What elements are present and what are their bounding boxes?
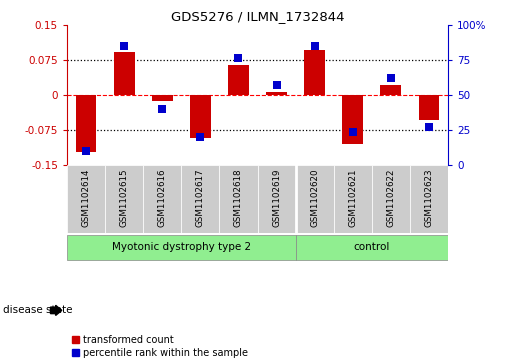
Bar xyxy=(143,165,181,233)
Bar xyxy=(152,95,173,101)
Text: control: control xyxy=(354,242,390,252)
Bar xyxy=(410,165,448,233)
Text: GSM1102621: GSM1102621 xyxy=(348,168,357,227)
Bar xyxy=(372,165,410,233)
Bar xyxy=(181,165,219,233)
Text: Myotonic dystrophy type 2: Myotonic dystrophy type 2 xyxy=(112,242,251,252)
Point xyxy=(311,44,319,49)
Point xyxy=(272,82,281,88)
Bar xyxy=(304,50,325,95)
Bar xyxy=(114,52,134,95)
Point xyxy=(120,44,128,49)
Point xyxy=(82,148,90,154)
Bar xyxy=(334,165,372,233)
Point xyxy=(387,76,395,81)
Bar xyxy=(296,165,334,233)
Text: disease state: disease state xyxy=(3,305,72,315)
Point xyxy=(349,129,357,134)
Text: GSM1102618: GSM1102618 xyxy=(234,168,243,227)
Point xyxy=(196,134,204,140)
Bar xyxy=(190,95,211,138)
Legend: transformed count, percentile rank within the sample: transformed count, percentile rank withi… xyxy=(72,335,248,358)
Text: GSM1102614: GSM1102614 xyxy=(81,168,91,227)
Bar xyxy=(258,165,296,233)
Text: GSM1102615: GSM1102615 xyxy=(119,168,129,227)
Text: GSM1102622: GSM1102622 xyxy=(386,168,396,227)
Bar xyxy=(67,165,105,233)
Point xyxy=(158,106,166,112)
Text: GSM1102617: GSM1102617 xyxy=(196,168,205,227)
Point xyxy=(234,55,243,61)
Bar xyxy=(67,235,296,260)
Title: GDS5276 / ILMN_1732844: GDS5276 / ILMN_1732844 xyxy=(171,10,344,23)
Text: GSM1102623: GSM1102623 xyxy=(424,168,434,227)
Bar xyxy=(342,95,363,144)
Bar xyxy=(228,65,249,95)
Bar xyxy=(296,235,448,260)
Point xyxy=(425,125,433,130)
Text: GSM1102620: GSM1102620 xyxy=(310,168,319,227)
Text: GSM1102619: GSM1102619 xyxy=(272,168,281,227)
Bar xyxy=(419,95,439,120)
Bar xyxy=(105,165,143,233)
Bar xyxy=(76,95,96,152)
Bar xyxy=(381,85,401,95)
Bar xyxy=(266,91,287,95)
Text: GSM1102616: GSM1102616 xyxy=(158,168,167,227)
Bar xyxy=(219,165,258,233)
